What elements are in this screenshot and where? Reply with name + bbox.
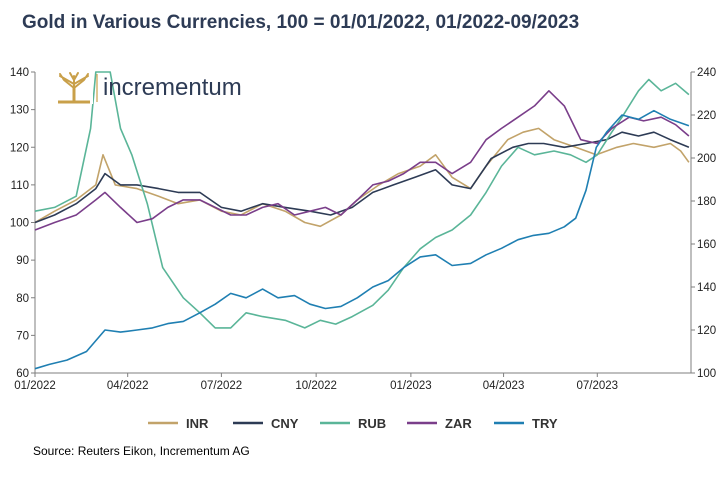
left-y-tick-label: 70 (16, 330, 29, 342)
legend-label-inr: INR (186, 416, 209, 431)
series-line-cny (34, 131, 690, 224)
left-y-tick-label: 140 (10, 67, 29, 79)
right-y-tick-label: 120 (697, 325, 716, 337)
tree-logo-icon (55, 72, 93, 104)
left-y-tick-label: 130 (10, 105, 29, 117)
right-y-ticks: 100 120 140 160 180 200 220 240 (691, 67, 716, 380)
legend-label-try: TRY (532, 416, 558, 431)
legend: INR CNY RUB ZAR TRY (148, 416, 558, 431)
right-y-tick-label: 200 (697, 153, 716, 165)
legend-label-cny: CNY (271, 416, 299, 431)
x-tick-label: 10/2022 (295, 380, 337, 392)
right-y-tick-label: 220 (697, 110, 716, 122)
right-y-tick-label: 240 (697, 67, 716, 79)
left-y-tick-label: 90 (16, 255, 29, 267)
right-y-tick-label: 160 (697, 239, 716, 251)
logo-text: incrementum (103, 74, 242, 101)
x-tick-label: 04/2023 (483, 380, 525, 392)
legend-label-rub: RUB (358, 416, 386, 431)
legend-label-zar: ZAR (445, 416, 472, 431)
left-y-tick-label: 80 (16, 293, 29, 305)
left-y-tick-label: 100 (10, 218, 29, 230)
right-y-tick-label: 140 (697, 282, 716, 294)
series-line-zar (34, 90, 690, 231)
source-note: Source: Reuters Eikon, Incrementum AG (33, 444, 250, 458)
right-y-tick-label: 100 (697, 368, 716, 380)
left-y-ticks: 60 70 80 90 100 110 120 130 140 (10, 67, 35, 380)
right-y-tick-label: 180 (697, 196, 716, 208)
chart-axes (34, 72, 692, 374)
x-tick-label: 01/2023 (390, 380, 432, 392)
incrementum-logo: incrementum (55, 72, 242, 104)
left-y-tick-label: 110 (11, 180, 29, 192)
series-group (34, 71, 690, 370)
series-line-try (34, 109, 690, 370)
x-ticks: 01/2022 04/2022 07/2022 10/2022 01/2023 04/20… (14, 373, 618, 392)
x-tick-label: 04/2022 (107, 380, 149, 392)
x-tick-label: 07/2023 (576, 380, 618, 392)
x-tick-label: 07/2022 (201, 380, 243, 392)
x-tick-label: 01/2022 (14, 380, 56, 392)
series-line-rub (34, 71, 690, 329)
chart-title: Gold in Various Currencies, 100 = 01/01/… (22, 12, 580, 33)
left-y-tick-label: 120 (10, 142, 29, 154)
left-y-tick-label: 60 (16, 368, 29, 380)
